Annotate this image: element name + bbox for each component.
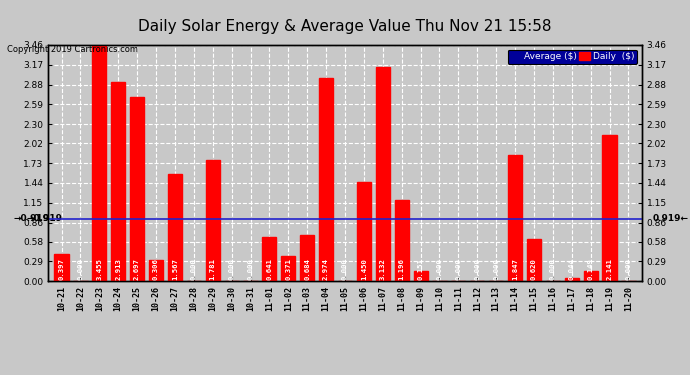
Bar <box>206 160 220 281</box>
Text: 0.151: 0.151 <box>417 258 424 280</box>
Text: 1.450: 1.450 <box>361 258 367 280</box>
Bar <box>508 155 522 281</box>
Bar <box>168 174 182 281</box>
Bar <box>357 182 371 281</box>
Text: 0.000: 0.000 <box>191 258 197 280</box>
Bar <box>376 68 390 281</box>
Text: 0.684: 0.684 <box>304 258 310 280</box>
Text: 2.913: 2.913 <box>115 258 121 280</box>
Text: 1.781: 1.781 <box>210 258 216 280</box>
Text: 2.974: 2.974 <box>323 258 329 280</box>
Text: 0.000: 0.000 <box>550 258 556 280</box>
Text: 0.371: 0.371 <box>285 258 291 280</box>
Text: 0.620: 0.620 <box>531 258 537 280</box>
Text: 0.044: 0.044 <box>569 258 575 280</box>
Bar <box>584 271 598 281</box>
Text: Daily Solar Energy & Average Value Thu Nov 21 15:58: Daily Solar Energy & Average Value Thu N… <box>138 19 552 34</box>
Bar <box>130 97 144 281</box>
Bar <box>282 256 295 281</box>
Text: Copyright 2019 Cartronics.com: Copyright 2019 Cartronics.com <box>7 45 138 54</box>
Text: 2.697: 2.697 <box>134 258 140 280</box>
Text: 0.000: 0.000 <box>455 258 462 280</box>
Bar <box>564 278 579 281</box>
Bar <box>413 271 428 281</box>
Text: 0.000: 0.000 <box>437 258 442 280</box>
Bar <box>319 78 333 281</box>
Text: 0.641: 0.641 <box>266 258 273 280</box>
Text: 2.141: 2.141 <box>607 258 613 280</box>
Text: 0.000: 0.000 <box>493 258 499 280</box>
Text: 0.000: 0.000 <box>342 258 348 280</box>
Text: 0.000: 0.000 <box>77 258 83 280</box>
Bar <box>395 200 408 281</box>
Text: 1.196: 1.196 <box>399 258 405 280</box>
Text: →0.919: →0.919 <box>27 214 63 223</box>
Text: 0.000: 0.000 <box>625 258 631 280</box>
Bar <box>111 82 126 281</box>
Bar <box>149 260 163 281</box>
Text: 1.567: 1.567 <box>172 258 178 280</box>
Text: 0.149: 0.149 <box>588 258 593 280</box>
Text: 0.000: 0.000 <box>228 258 235 280</box>
Bar <box>527 239 541 281</box>
Text: 0.919←: 0.919← <box>653 214 689 223</box>
Bar <box>602 135 617 281</box>
Bar <box>300 234 314 281</box>
Text: 3.455: 3.455 <box>97 258 102 280</box>
Text: 0.000: 0.000 <box>248 258 253 280</box>
Text: 0.397: 0.397 <box>59 258 65 280</box>
Text: 0.306: 0.306 <box>153 258 159 280</box>
Text: 3.132: 3.132 <box>380 258 386 280</box>
Text: 1.847: 1.847 <box>512 258 518 280</box>
Bar <box>92 45 106 281</box>
Bar <box>55 254 68 281</box>
Legend: Average ($), Daily  ($): Average ($), Daily ($) <box>508 50 637 64</box>
Text: →0.919: →0.919 <box>13 214 49 223</box>
Bar <box>262 237 277 281</box>
Text: 0.000: 0.000 <box>474 258 480 280</box>
